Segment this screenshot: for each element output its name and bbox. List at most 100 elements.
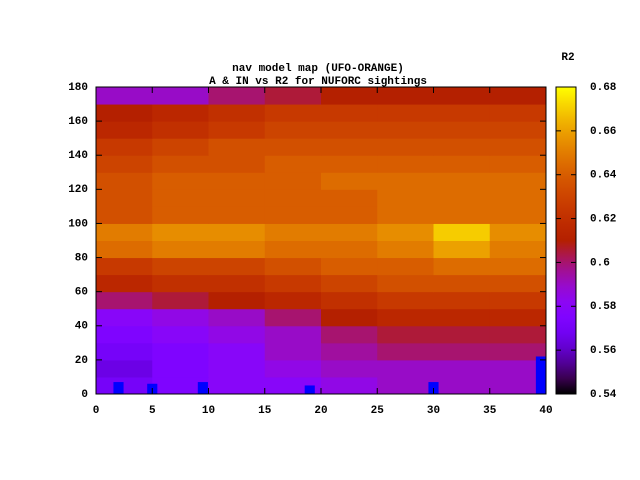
heat-cell	[321, 308, 378, 327]
heat-cell	[433, 87, 491, 105]
x-tick-label: 25	[371, 405, 385, 417]
heat-cell	[208, 121, 266, 139]
heat-cell	[152, 308, 209, 327]
heat-cell	[377, 121, 434, 139]
heat-cell	[433, 376, 491, 395]
heat-cell	[208, 274, 266, 293]
heat-cell	[377, 240, 434, 259]
heat-cell	[208, 376, 266, 395]
heat-cell	[377, 104, 434, 122]
heat-cell	[321, 206, 378, 224]
heat-cell	[96, 155, 153, 173]
heat-cell	[208, 308, 266, 327]
heat-cell	[489, 308, 547, 327]
heat-cell	[433, 240, 491, 259]
x-tick-label: 0	[93, 405, 100, 417]
heat-cell	[433, 172, 491, 190]
heat-cell	[96, 87, 153, 105]
heat-cell	[152, 359, 209, 378]
heat-cell	[152, 274, 209, 293]
heat-cell	[152, 376, 209, 395]
chart-subtitle: A & IN vs R2 for NUFORC sightings	[209, 76, 427, 88]
heat-cell	[96, 240, 153, 259]
y-tick-label: 40	[75, 321, 88, 333]
heat-cell	[96, 138, 153, 156]
heat-cell	[433, 291, 491, 310]
heat-cell	[433, 359, 491, 378]
x-tick-label: 40	[539, 405, 552, 417]
heat-cell	[152, 172, 209, 190]
heat-cell	[321, 342, 378, 361]
heat-cell	[152, 104, 209, 122]
heat-cell	[321, 291, 378, 310]
y-tick-label: 80	[75, 252, 88, 264]
heat-cell	[377, 155, 434, 173]
heat-cell	[489, 342, 547, 361]
x-tick-label: 10	[202, 405, 215, 417]
heat-cell	[96, 189, 153, 207]
heat-cell	[377, 223, 434, 241]
heat-cell	[321, 325, 378, 344]
heat-cell	[152, 240, 209, 259]
heat-cell	[96, 223, 153, 241]
heat-cell	[377, 206, 434, 224]
heat-cell	[208, 138, 266, 156]
heat-cell	[489, 257, 547, 276]
heat-cell	[208, 87, 266, 105]
heat-cell	[96, 257, 153, 276]
heat-cell	[489, 87, 547, 105]
heat-cell	[264, 240, 322, 259]
heat-cell	[321, 223, 378, 241]
heat-cell	[433, 325, 491, 344]
colorbar-tick-label: 0.64	[590, 170, 617, 182]
heat-cell	[377, 189, 434, 207]
x-tick-label: 20	[314, 405, 327, 417]
heat-cell	[433, 308, 491, 327]
heat-cell	[208, 240, 266, 259]
heat-cell	[433, 257, 491, 276]
heat-cell	[264, 223, 322, 241]
y-tick-label: 100	[68, 218, 88, 230]
y-tick-label: 60	[75, 287, 88, 299]
y-tick-label: 0	[81, 389, 88, 401]
heat-cell	[152, 206, 209, 224]
heat-cell	[489, 172, 547, 190]
heat-cell	[152, 121, 209, 139]
heat-cell	[96, 342, 153, 361]
heat-cell	[96, 359, 153, 378]
heat-cell	[321, 155, 378, 173]
x-tick-label: 30	[427, 405, 440, 417]
x-tick-label: 15	[258, 405, 272, 417]
heat-cell	[377, 308, 434, 327]
heat-cell	[321, 104, 378, 122]
heat-cell	[264, 342, 322, 361]
heat-cell	[321, 359, 378, 378]
colorbar-tick-label: 0.68	[590, 82, 617, 94]
heat-cell	[489, 325, 547, 344]
heat-cell	[433, 104, 491, 122]
heat-cell	[208, 342, 266, 361]
heat-cell	[96, 308, 153, 327]
heat-cell	[264, 274, 322, 293]
colorbar-tick-label: 0.56	[590, 345, 616, 357]
heat-cell	[321, 257, 378, 276]
overlay-bar	[304, 385, 315, 394]
heat-cell	[377, 257, 434, 276]
heat-cell	[433, 206, 491, 224]
heat-cell	[208, 206, 266, 224]
heat-cell	[433, 274, 491, 293]
chart-title: nav model map (UFO-ORANGE)	[232, 63, 404, 75]
heat-cell	[264, 87, 322, 105]
heat-cell	[433, 342, 491, 361]
heat-cell	[433, 121, 491, 139]
heat-cell	[96, 325, 153, 344]
heat-cell	[489, 291, 547, 310]
heat-cell	[96, 104, 153, 122]
heat-cell	[489, 121, 547, 139]
heat-cell	[96, 376, 153, 395]
heat-cell	[96, 172, 153, 190]
colorbar-tick-label: 0.54	[590, 389, 617, 401]
heat-cell	[377, 342, 434, 361]
heat-cell	[377, 87, 434, 105]
